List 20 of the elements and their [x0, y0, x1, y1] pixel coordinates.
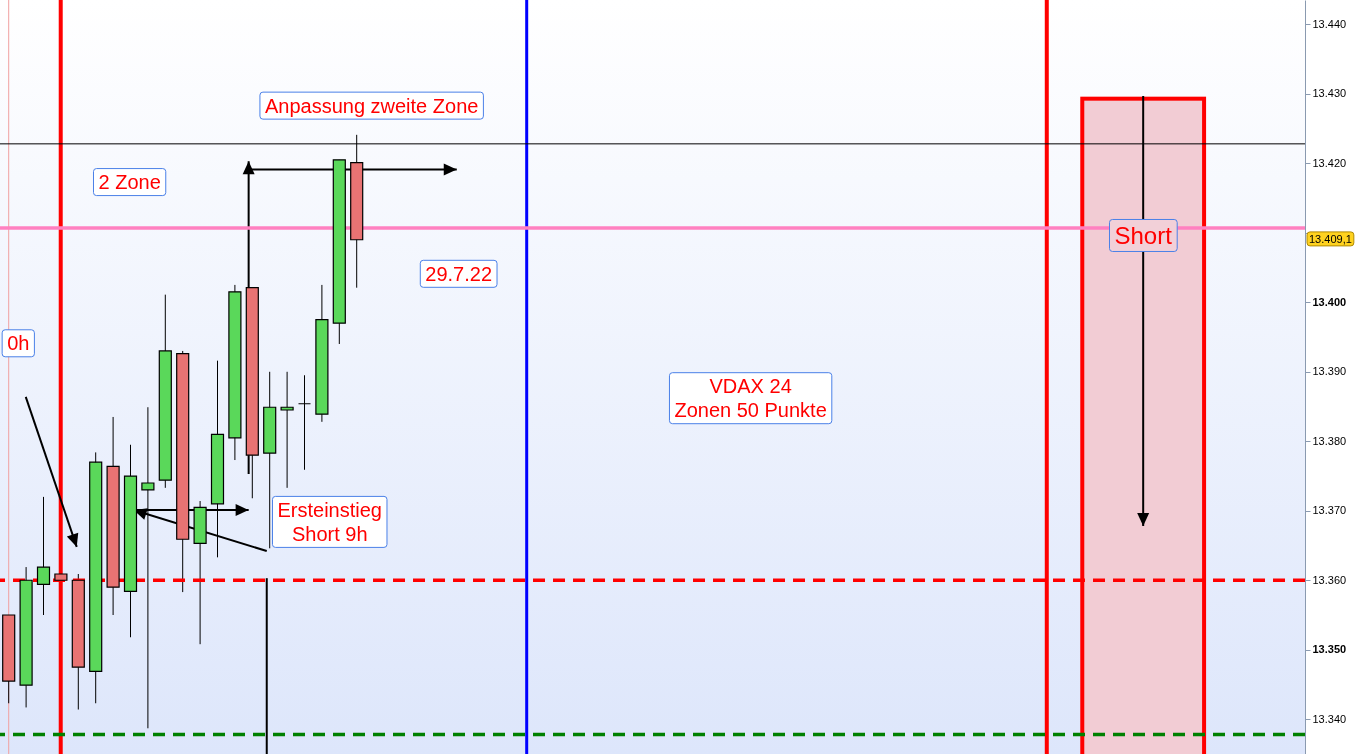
annotation: VDAX 24 Zonen 50 Punkte — [674, 375, 827, 422]
annotation: 2 Zone — [98, 171, 161, 194]
y-tick-label: 13.370 — [1312, 504, 1347, 517]
annotation: Ersteinstieg Short 9h — [277, 498, 382, 545]
annotation: 29.7.22 — [425, 262, 493, 285]
y-tick-label: 13.430 — [1312, 87, 1347, 100]
candlestick — [280, 371, 294, 489]
y-tick-label: 13.360 — [1312, 573, 1347, 586]
candlestick — [36, 496, 51, 616]
annotation: 0h — [7, 332, 30, 355]
annotation: Anpassung zweite Zone — [264, 94, 479, 117]
y-tick-label: 13.400 — [1312, 295, 1347, 308]
y-tick-label: 13.380 — [1312, 434, 1347, 447]
y-tick-label: 13.440 — [1312, 17, 1347, 30]
candlestick — [141, 406, 155, 729]
y-tick-label: 13.390 — [1312, 365, 1347, 378]
candlestick — [297, 374, 312, 471]
y-tick-label: 13.350 — [1312, 643, 1347, 656]
y-tick-label: 13.340 — [1312, 712, 1347, 725]
y-tick-label: 13.420 — [1312, 156, 1347, 169]
